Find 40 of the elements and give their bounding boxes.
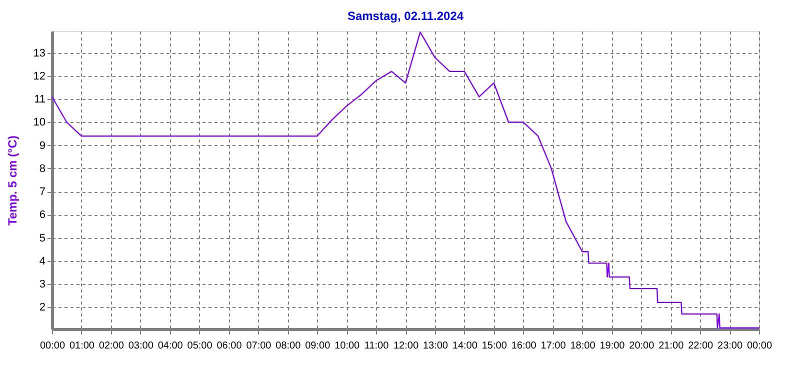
x-tick-label: 23:00 [718, 340, 743, 352]
x-tick-label: 19:00 [600, 340, 626, 352]
y-tick-label: 11 [34, 94, 46, 106]
y-tick-label: 7 [39, 186, 46, 198]
x-tick-label: 05:00 [187, 340, 213, 352]
y-axis-title: Temp. 5 cm (°C) [5, 136, 20, 226]
y-tick-label: 6 [39, 209, 46, 222]
y-tick-label: 8 [39, 162, 46, 175]
x-tick-label: 12:00 [393, 340, 419, 352]
x-tick-label: 00:00 [40, 340, 66, 352]
line-series [52, 32, 759, 328]
x-tick-label: 11:00 [364, 340, 390, 352]
x-tick-label: 20:00 [629, 340, 655, 352]
y-tick-label: 10 [33, 116, 46, 129]
y-tick-label: 2 [39, 302, 46, 314]
x-tick-label: 08:00 [276, 340, 302, 352]
y-tick-label: 9 [39, 140, 46, 152]
x-tick-label: 04:00 [158, 340, 184, 352]
x-tick-label: 09:00 [305, 340, 331, 352]
x-tick-label: 16:00 [511, 340, 537, 352]
x-tick-label: 02:00 [98, 340, 124, 352]
x-tick-label: 22:00 [688, 340, 714, 352]
x-tick-label: 06:00 [216, 340, 242, 352]
y-tick-label: 3 [39, 278, 46, 290]
y-tick-label: 12 [33, 70, 46, 83]
y-tick-label: 5 [39, 232, 46, 244]
x-tick-label: 15:00 [482, 340, 508, 352]
y-tick-label: 4 [39, 255, 46, 268]
x-tick-label: 13:00 [422, 340, 448, 352]
x-tick-label: 07:00 [246, 340, 272, 352]
x-tick-label: 03:00 [128, 340, 154, 352]
x-tick-label: 18:00 [570, 340, 596, 352]
x-tick-label: 14:00 [452, 340, 478, 352]
x-tick-label: 00:00 [746, 340, 772, 352]
chart-title: Samstag, 02.11.2024 [347, 9, 464, 23]
y-tick-label: 13 [33, 47, 46, 60]
x-tick-label: 17:00 [540, 340, 566, 352]
x-tick-label: 01:00 [69, 340, 95, 352]
x-tick-label: 10:00 [334, 340, 360, 352]
x-tick-label: 21:00 [658, 340, 684, 352]
